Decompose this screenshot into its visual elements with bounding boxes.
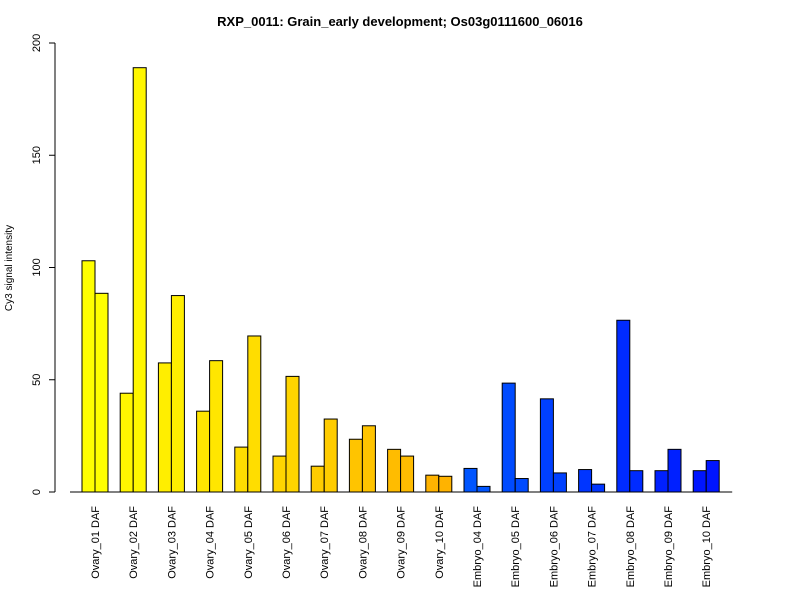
x-tick-label: Ovary_03 DAF: [166, 506, 178, 579]
bar: [425, 474, 440, 493]
y-tick-label: 50: [31, 374, 43, 386]
bar: [348, 438, 363, 493]
x-tick-label: Ovary_01 DAF: [90, 506, 102, 579]
bar: [578, 469, 593, 493]
bar: [209, 360, 224, 493]
bar: [247, 335, 262, 493]
x-tick-label: Ovary_08 DAF: [357, 506, 369, 579]
bar: [539, 398, 554, 493]
bar: [272, 455, 287, 493]
bar: [514, 478, 529, 493]
bar: [132, 67, 147, 493]
bar: [310, 465, 325, 493]
y-axis-title: Cy3 signal intensity: [4, 225, 15, 311]
bar: [81, 260, 96, 493]
bar: [387, 448, 402, 493]
bar: [552, 472, 567, 493]
bar: [361, 425, 376, 493]
x-tick-labels: Ovary_01 DAF Ovary_02 DAF Ovary_03 DAF Ovar…: [90, 506, 713, 588]
bar: [400, 455, 415, 493]
x-tick-label: Ovary_07 DAF: [319, 506, 331, 579]
bar: [323, 418, 338, 493]
x-tick-label: Embryo_06 DAF: [548, 506, 560, 588]
bar: [654, 470, 669, 493]
x-tick-label: Ovary_04 DAF: [205, 506, 217, 579]
bar: [501, 382, 516, 493]
bar: [616, 319, 631, 493]
x-tick-label: Embryo_05 DAF: [510, 506, 522, 588]
chart-title: RXP_0011: Grain_early development; Os03g…: [217, 14, 583, 29]
x-tick-label: Embryo_07 DAF: [587, 506, 599, 588]
bar: [170, 295, 185, 493]
y-tick-label: 200: [31, 34, 43, 52]
bar: [94, 292, 109, 493]
bar: [591, 483, 606, 493]
bar: [463, 467, 478, 493]
bar: [667, 448, 682, 493]
bars: [81, 67, 720, 493]
x-tick-label: Embryo_10 DAF: [701, 506, 713, 588]
bar: [234, 446, 249, 493]
bar: [196, 410, 211, 493]
bar: [629, 470, 644, 493]
bar: [476, 485, 491, 493]
x-tick-label: Ovary_05 DAF: [243, 506, 255, 579]
y-tick-label: 100: [31, 258, 43, 276]
x-tick-label: Ovary_09 DAF: [396, 506, 408, 579]
x-tick-label: Ovary_02 DAF: [128, 506, 140, 579]
x-tick-label: Embryo_04 DAF: [472, 506, 484, 588]
bar: [119, 392, 134, 493]
x-tick-label: Ovary_06 DAF: [281, 506, 293, 579]
bar: [692, 470, 707, 493]
bar: [157, 362, 172, 493]
bar: [705, 460, 720, 493]
bar: [438, 475, 453, 493]
x-tick-label: Ovary_10 DAF: [434, 506, 446, 579]
y-axis: 0 50 100 150 200: [31, 34, 56, 495]
y-tick-label: 150: [31, 146, 43, 164]
y-tick-label: 0: [31, 489, 43, 495]
x-tick-label: Embryo_08 DAF: [625, 506, 637, 588]
x-tick-label: Embryo_09 DAF: [663, 506, 675, 588]
bar: [285, 375, 300, 493]
